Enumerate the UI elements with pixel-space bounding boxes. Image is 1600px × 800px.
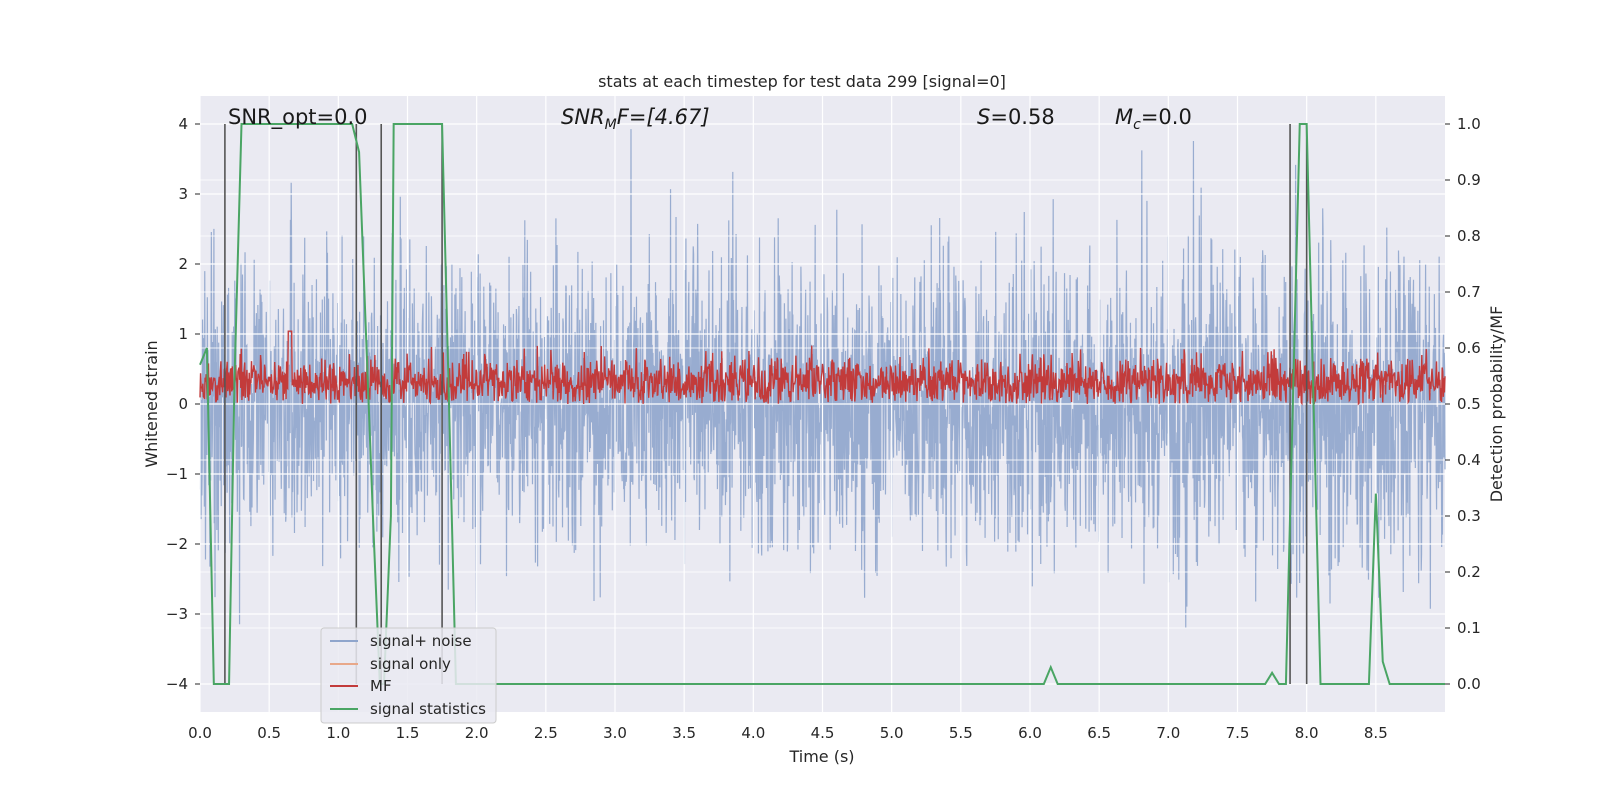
x-tick-label: 7.5: [1226, 724, 1250, 742]
x-tick-label: 4.0: [741, 724, 765, 742]
y2-tick-label: 0.6: [1457, 339, 1481, 357]
chart-title: stats at each timestep for test data 299…: [598, 72, 1006, 91]
annotation-s-label: S: [977, 105, 990, 129]
annotation-snr-mf: SNRMF=[4.67]: [561, 105, 710, 133]
y-tick-label: −1: [166, 465, 188, 483]
y-tick-label: 2: [178, 255, 188, 273]
x-tick-label: 3.5: [672, 724, 696, 742]
legend: signal+ noise signal only MF signal stat…: [320, 627, 497, 724]
x-tick-label: 6.5: [1087, 724, 1111, 742]
legend-label-mf: MF: [370, 677, 392, 695]
x-axis-label: Time (s): [788, 747, 854, 766]
x-tick-label: 6.0: [1018, 724, 1042, 742]
vertical-lines: [224, 124, 1308, 684]
x-ticks: 0.0 0.5 1.0 1.5 2.0 2.5 3.0 3.5 4.0 4.5 5.0 5.5 6.0 6…: [188, 724, 1388, 742]
x-tick-label: 8.0: [1295, 724, 1319, 742]
mf-series: [199, 330, 1446, 406]
y2-tick-label: 0.0: [1457, 675, 1481, 693]
x-tick-label: 0.0: [188, 724, 212, 742]
legend-label-signal-statistics: signal statistics: [370, 700, 486, 718]
x-tick-label: 3.0: [603, 724, 627, 742]
y2-axis-label: Detection probability/MF: [1487, 306, 1506, 503]
y2-tick-label: 0.5: [1457, 395, 1481, 413]
annotation-s-value: =0.58: [990, 105, 1054, 129]
legend-label-signal-only: signal only: [370, 655, 451, 673]
y2-ticks: 0.0 0.1 0.2 0.3 0.4 0.5 0.6 0.7 0.8 0.9 1.0: [1445, 115, 1481, 693]
y-ticks: −4 −3 −2 −1 0 1 2 3 4: [166, 115, 200, 693]
y-tick-label: 0: [178, 395, 188, 413]
x-tick-label: 2.5: [534, 724, 558, 742]
x-tick-label: 0.5: [257, 724, 281, 742]
legend-box: [320, 627, 497, 724]
legend-label-signal-noise: signal+ noise: [370, 632, 472, 650]
x-tick-label: 2.0: [465, 724, 489, 742]
y2-tick-label: 0.7: [1457, 283, 1481, 301]
y2-tick-label: 0.2: [1457, 563, 1481, 581]
y-tick-label: 1: [178, 325, 188, 343]
annotation-s: S=0.58: [977, 105, 1055, 129]
annotation-snr-mf-prefix: SNR: [561, 105, 605, 129]
x-tick-label: 8.5: [1364, 724, 1388, 742]
x-tick-label: 1.0: [326, 724, 350, 742]
x-tick-label: 5.5: [949, 724, 973, 742]
y-tick-label: −2: [166, 535, 188, 553]
annotation-mc-label: M: [1115, 105, 1133, 129]
y2-tick-label: 0.9: [1457, 171, 1481, 189]
y2-tick-label: 1.0: [1457, 115, 1481, 133]
annotation-mc-value: =0.0: [1141, 105, 1192, 129]
annotation-snr-mf-sub: M: [605, 117, 617, 133]
y-tick-label: 3: [178, 185, 188, 203]
y2-tick-label: 0.3: [1457, 507, 1481, 525]
y-tick-label: −3: [166, 605, 188, 623]
x-tick-label: 1.5: [396, 724, 420, 742]
y-tick-label: −4: [166, 675, 188, 693]
annotation-snr-opt: SNR_opt=0.0: [228, 105, 368, 130]
y2-tick-label: 0.8: [1457, 227, 1481, 245]
x-tick-label: 7.0: [1156, 724, 1180, 742]
y2-tick-label: 0.1: [1457, 619, 1481, 637]
y2-tick-label: 0.4: [1457, 451, 1481, 469]
y-axis-label: Whitened strain: [142, 340, 161, 467]
x-tick-label: 4.5: [811, 724, 835, 742]
y-tick-label: 4: [178, 115, 188, 133]
annotation-mc: Mc=0.0: [1115, 105, 1192, 133]
annotation-mc-sub: c: [1133, 117, 1141, 133]
mf-line: [199, 330, 1446, 406]
annotation-snr-mf-suffix: F=[4.67]: [617, 105, 710, 129]
x-tick-label: 5.0: [880, 724, 904, 742]
